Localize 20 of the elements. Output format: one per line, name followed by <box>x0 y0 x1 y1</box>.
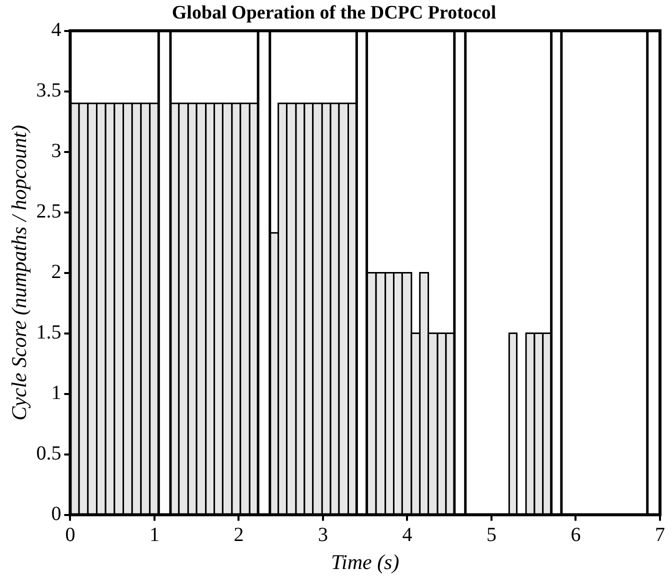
x-tick-label: 7 <box>655 524 665 546</box>
y-tick-label: 4 <box>51 19 62 42</box>
y-tick-label: 1.5 <box>36 322 62 344</box>
y-tick-label: 2.5 <box>36 200 62 223</box>
x-tick-label: 1 <box>149 524 160 546</box>
x-tick-label: 4 <box>402 524 412 546</box>
y-tick-label: 3 <box>51 140 62 162</box>
x-tick-label: 0 <box>65 524 76 546</box>
y-tick-label: 3.5 <box>36 80 62 102</box>
x-axis-title: Time (s) <box>330 550 400 574</box>
y-tick-label: 0.5 <box>36 442 62 465</box>
chart-title: Global Operation of the DCPC Protocol <box>172 2 496 24</box>
x-tick-label: 6 <box>570 524 581 546</box>
y-axis-title: Cycle Score (numpaths / hopcount) <box>7 125 32 421</box>
y-tick-label: 2 <box>51 261 62 284</box>
x-tick-label: 2 <box>234 524 244 546</box>
x-tick-label: 5 <box>486 524 496 546</box>
y-tick-label: 0 <box>51 503 62 526</box>
x-tick-label: 3 <box>318 524 328 546</box>
y-tick-label: 1 <box>51 382 62 404</box>
